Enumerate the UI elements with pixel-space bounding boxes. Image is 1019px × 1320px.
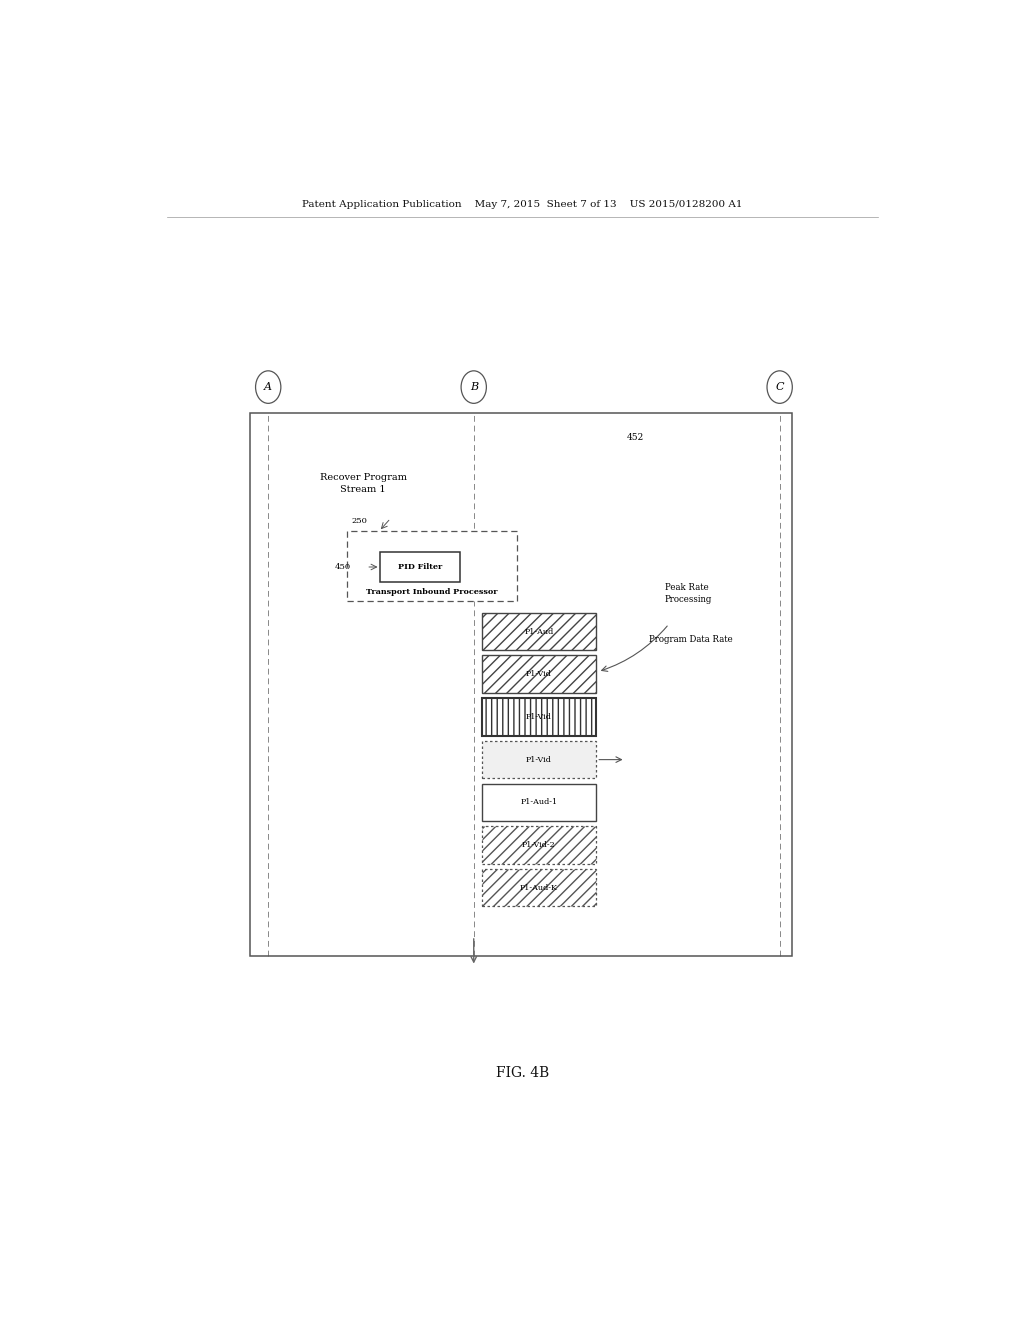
Text: P1-Vid: P1-Vid <box>526 713 551 721</box>
Text: P1-Aud-K: P1-Aud-K <box>520 883 557 892</box>
Text: P1-Vid: P1-Vid <box>526 755 551 764</box>
Bar <box>380 552 460 582</box>
Text: Patent Application Publication    May 7, 2015  Sheet 7 of 13    US 2015/0128200 : Patent Application Publication May 7, 20… <box>303 199 742 209</box>
Text: P1-Aud: P1-Aud <box>524 627 553 635</box>
Text: C: C <box>774 381 784 392</box>
Bar <box>481 826 596 863</box>
Text: Transport Inbound Processor: Transport Inbound Processor <box>366 589 497 597</box>
Text: P1-Vid: P1-Vid <box>526 671 551 678</box>
Bar <box>481 656 596 693</box>
Bar <box>481 698 596 735</box>
Bar <box>250 412 791 956</box>
Bar <box>481 784 596 821</box>
Bar <box>346 532 517 601</box>
Bar <box>481 741 596 779</box>
Text: 250: 250 <box>351 517 367 525</box>
Bar <box>481 869 596 907</box>
Text: FIG. 4B: FIG. 4B <box>495 1067 549 1080</box>
Text: PID Filter: PID Filter <box>397 564 441 572</box>
Text: Recover Program
Stream 1: Recover Program Stream 1 <box>319 474 407 494</box>
Text: 452: 452 <box>627 433 644 442</box>
Text: Peak Rate
Processing: Peak Rate Processing <box>664 583 711 603</box>
Text: Program Data Rate: Program Data Rate <box>649 635 733 644</box>
Circle shape <box>766 371 792 404</box>
Circle shape <box>461 371 486 404</box>
Circle shape <box>256 371 280 404</box>
Text: P1-Aud-1: P1-Aud-1 <box>520 799 557 807</box>
Text: P1-Vid-2: P1-Vid-2 <box>522 841 555 849</box>
Text: B: B <box>469 381 477 392</box>
Text: 450: 450 <box>334 564 351 572</box>
Text: A: A <box>264 381 272 392</box>
Bar <box>481 612 596 651</box>
